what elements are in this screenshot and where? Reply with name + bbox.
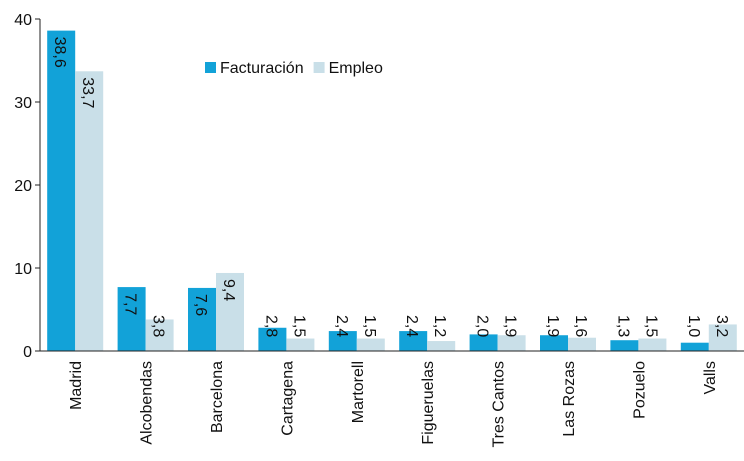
value-label: 2,8	[262, 315, 279, 337]
bar	[258, 327, 287, 351]
value-label: 1,9	[502, 315, 519, 337]
bar	[399, 331, 428, 351]
value-label: 1,9	[544, 315, 561, 337]
value-label: 1,6	[572, 315, 589, 337]
y-tick-label: 40	[14, 12, 32, 29]
legend-label: Empleo	[329, 60, 383, 77]
bar	[497, 335, 526, 351]
bar	[75, 71, 104, 351]
bar	[145, 319, 174, 351]
bar	[47, 30, 76, 352]
x-tick-label: Martorell	[350, 361, 367, 423]
x-tick-label: Figueruelas	[420, 361, 437, 445]
bar	[680, 342, 709, 351]
bar	[610, 340, 639, 351]
y-tick-label: 0	[23, 344, 32, 361]
bar	[708, 324, 737, 351]
value-label: 3,8	[150, 315, 167, 337]
legend-swatch	[205, 62, 216, 73]
x-tick-label: Cartagena	[279, 361, 296, 436]
y-tick-label: 30	[14, 95, 32, 112]
value-label: 1,5	[290, 315, 307, 337]
value-label: 1,0	[685, 315, 702, 337]
bar	[117, 287, 146, 351]
bar	[216, 272, 244, 351]
value-label: 38,6	[51, 37, 68, 68]
value-label: 1,3	[614, 315, 631, 337]
value-label: 7,7	[122, 293, 139, 315]
value-label: 1,2	[431, 315, 448, 337]
y-tick-label: 10	[14, 261, 32, 278]
y-tick-label: 20	[14, 178, 32, 195]
bar	[188, 287, 216, 351]
bar	[469, 334, 498, 351]
bar	[328, 331, 357, 351]
x-tick-label: Valls	[702, 361, 719, 395]
bar	[568, 337, 596, 351]
value-label: 2,4	[333, 315, 350, 337]
legend-label: Facturación	[220, 60, 304, 77]
value-label: 1,5	[642, 315, 659, 337]
x-tick-label: Las Rozas	[561, 361, 578, 437]
x-tick-label: Alcobendas	[139, 361, 156, 445]
x-tick-label: Tres Cantos	[491, 361, 508, 448]
value-label: 2,4	[403, 315, 420, 337]
x-tick-label: Pozuelo	[631, 361, 648, 419]
legend-swatch	[313, 62, 325, 73]
value-label: 1,5	[361, 315, 378, 337]
bar	[286, 338, 315, 351]
x-tick-label: Madrid	[68, 361, 85, 410]
value-label: 7,6	[192, 294, 209, 316]
x-tick-label: Barcelona	[209, 361, 226, 433]
value-label: 9,4	[220, 279, 237, 301]
bar	[427, 341, 456, 351]
bar	[540, 335, 568, 351]
bar	[638, 338, 667, 351]
value-label: 33,7	[79, 77, 96, 108]
value-label: 2,0	[474, 315, 491, 337]
value-label: 3,2	[713, 315, 730, 337]
bar	[356, 338, 385, 351]
